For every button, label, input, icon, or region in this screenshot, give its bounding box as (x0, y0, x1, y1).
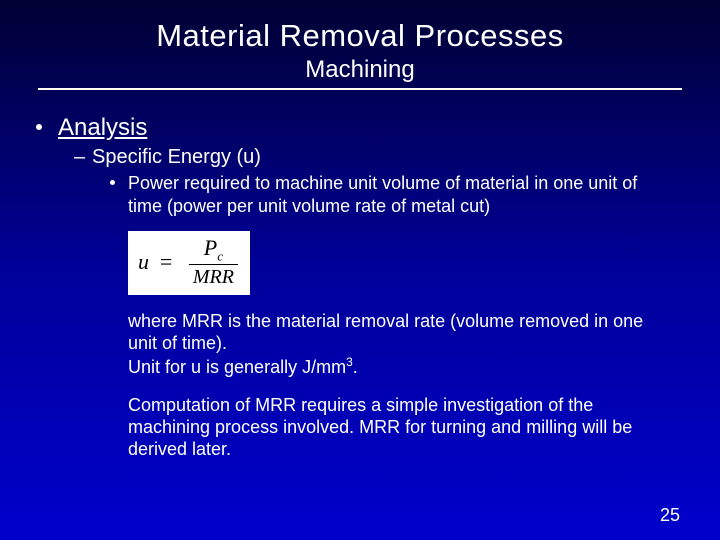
section-heading: Analysis (58, 114, 690, 142)
formula-fraction: Pc MRR (189, 237, 238, 287)
explain-1b-exp: 3 (346, 355, 353, 369)
dash-icon: – (74, 146, 85, 169)
bullet-icon (110, 180, 115, 185)
explain-1b-prefix: Unit for u is generally J/mm (128, 357, 346, 377)
title-divider (38, 88, 682, 90)
subsection-label: Specific Energy (u) (92, 146, 261, 168)
definition-text: Power required to machine unit volume of… (128, 173, 637, 216)
slide-subtitle: Machining (30, 56, 690, 84)
subsection-heading: – Specific Energy (u) (92, 146, 690, 169)
formula-denominator: MRR (189, 265, 238, 287)
slide-title: Material Removal Processes (30, 18, 690, 54)
page-number: 25 (660, 505, 680, 526)
section-label: Analysis (58, 114, 147, 141)
explanation-block-1: where MRR is the material removal rate (… (128, 311, 650, 379)
formula-box: u = Pc MRR (128, 231, 250, 295)
bullet-icon (36, 124, 42, 130)
slide-container: Material Removal Processes Machining Ana… (0, 0, 720, 540)
formula-eq: = (159, 249, 174, 274)
num-main: P (204, 235, 217, 260)
formula-lhs: u (138, 249, 149, 274)
formula-numerator: Pc (189, 237, 238, 265)
definition-line: Power required to machine unit volume of… (128, 172, 660, 217)
explain-1a: where MRR is the material removal rate (… (128, 311, 643, 353)
explain-1b-suffix: . (353, 357, 358, 377)
num-sub: c (217, 248, 223, 263)
content-area: Analysis – Specific Energy (u) Power req… (30, 114, 690, 461)
explanation-block-2: Computation of MRR requires a simple inv… (128, 395, 650, 461)
